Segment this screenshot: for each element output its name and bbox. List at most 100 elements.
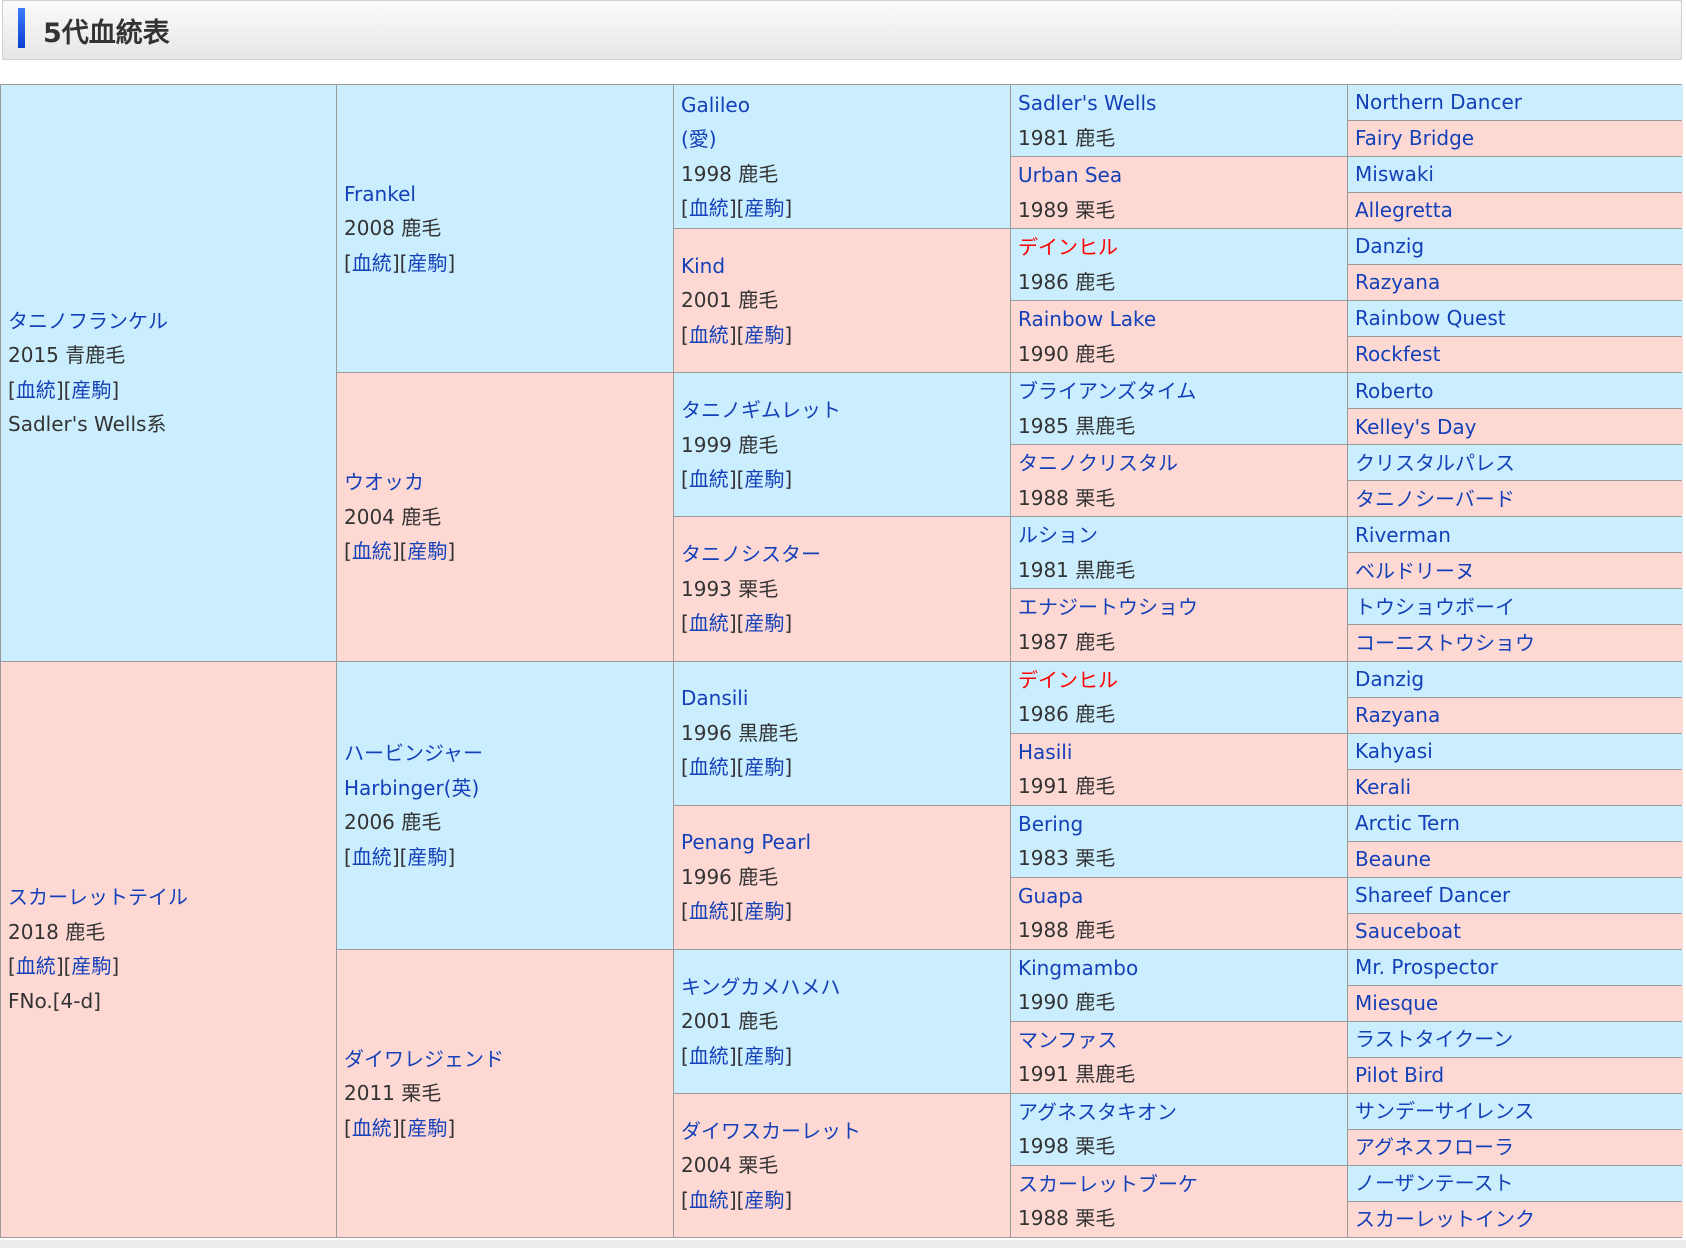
horse-name-link[interactable]: タニノフランケル — [8, 308, 168, 333]
pedigree-link[interactable]: 血統 — [688, 899, 729, 924]
birth-year-coat: 1983 栗毛 — [1018, 846, 1116, 871]
horse-name-link[interactable]: Razyana — [1355, 270, 1441, 295]
horse-subname[interactable]: Harbinger(英) — [344, 775, 480, 800]
horse-name-link[interactable]: エナジートウショウ — [1018, 595, 1198, 620]
pedigree-link[interactable]: 血統 — [351, 1115, 392, 1140]
horse-name-link[interactable]: Galileo — [681, 92, 750, 117]
horse-name-link[interactable]: Allegretta — [1355, 198, 1453, 223]
pedigree-link[interactable]: 血統 — [351, 539, 392, 564]
gen4-ancestor-cell: Rainbow Lake 1990 鹿毛 — [1011, 301, 1347, 373]
horse-name-link[interactable]: Rockfest — [1355, 342, 1441, 367]
pedigree-link[interactable]: 血統 — [688, 1187, 729, 1212]
horse-name-link[interactable]: Miesque — [1355, 991, 1439, 1016]
progeny-link[interactable]: 産駒 — [744, 1187, 785, 1212]
horse-name-link[interactable]: スカーレットテイル — [8, 885, 188, 910]
gen3-ancestor-cell: キングカメハメハ 2001 鹿毛 [血統][産駒] — [674, 949, 1010, 1093]
progeny-link[interactable]: 産駒 — [744, 755, 785, 780]
horse-name-link[interactable]: タニノシスター — [681, 542, 821, 567]
horse-name-link[interactable]: Rainbow Lake — [1018, 307, 1157, 332]
horse-name-link[interactable]: Roberto — [1355, 378, 1434, 403]
pedigree-link[interactable]: 血統 — [351, 844, 392, 869]
progeny-link[interactable]: 産駒 — [744, 322, 785, 347]
horse-name-link[interactable]: キングカメハメハ — [681, 974, 841, 999]
horse-name-link[interactable]: アグネスタキオン — [1018, 1099, 1177, 1124]
horse-name-link[interactable]: ダイワスカーレット — [681, 1118, 861, 1143]
horse-name-link[interactable]: ノーザンテースト — [1355, 1171, 1514, 1196]
horse-name-link[interactable]: サンデーサイレンス — [1355, 1099, 1535, 1124]
horse-name-link[interactable]: デインヒル — [1018, 235, 1118, 260]
pedigree-link[interactable]: 血統 — [688, 611, 729, 636]
horse-name-link[interactable]: Arctic Tern — [1355, 810, 1460, 835]
horse-name-link[interactable]: ブライアンズタイム — [1018, 379, 1197, 404]
horse-name-link[interactable]: クリスタルパレス — [1355, 450, 1515, 475]
horse-name-link[interactable]: Hasili — [1018, 739, 1073, 764]
gen5-ancestor-cell: Rainbow Quest — [1348, 301, 1683, 337]
horse-name-link[interactable]: Bering — [1018, 811, 1084, 836]
horse-name-link[interactable]: Shareef Dancer — [1355, 882, 1511, 907]
pedigree-link[interactable]: 血統 — [688, 467, 729, 492]
pedigree-link[interactable]: 血統 — [688, 1043, 729, 1068]
horse-name-link[interactable]: スカーレットブーケ — [1018, 1171, 1198, 1196]
horse-name-link[interactable]: Kerali — [1355, 774, 1412, 799]
horse-name-link[interactable]: ハービンジャー — [344, 741, 483, 766]
horse-name-link[interactable]: マンファス — [1018, 1027, 1118, 1052]
horse-name-link[interactable]: Penang Pearl — [681, 830, 811, 855]
progeny-link[interactable]: 産駒 — [744, 196, 785, 221]
pedigree-link[interactable]: 血統 — [15, 954, 56, 979]
progeny-link[interactable]: 産駒 — [71, 954, 112, 979]
progeny-link[interactable]: 産駒 — [407, 1115, 448, 1140]
birth-year-coat: 2008 鹿毛 — [344, 216, 442, 241]
horse-name-link[interactable]: ルション — [1018, 523, 1098, 548]
horse-name-link[interactable]: Kingmambo — [1018, 955, 1139, 980]
horse-name-link[interactable]: ダイワレジェンド — [344, 1046, 504, 1071]
horse-name-link[interactable]: Danzig — [1355, 666, 1425, 691]
horse-name-link[interactable]: Miswaki — [1355, 162, 1434, 187]
horse-name-link[interactable]: Sauceboat — [1355, 918, 1461, 943]
pedigree-link[interactable]: 血統 — [351, 250, 392, 275]
progeny-link[interactable]: 産駒 — [407, 539, 448, 564]
links-row: [血統][産駒] — [681, 611, 793, 636]
horse-name-link[interactable]: Fairy Bridge — [1355, 126, 1475, 151]
horse-name-link[interactable]: ラストタイクーン — [1355, 1027, 1514, 1052]
horse-name-link[interactable]: Sadler's Wells — [1018, 91, 1157, 116]
horse-name-link[interactable]: Mr. Prospector — [1355, 955, 1498, 980]
progeny-link[interactable]: 産駒 — [407, 844, 448, 869]
progeny-link[interactable]: 産駒 — [744, 899, 785, 924]
horse-name-link[interactable]: Urban Sea — [1018, 163, 1123, 188]
horse-name-link[interactable]: ウオッカ — [344, 470, 424, 495]
horse-name-link[interactable]: Beaune — [1355, 846, 1431, 871]
progeny-link[interactable]: 産駒 — [407, 250, 448, 275]
horse-name-link[interactable]: Razyana — [1355, 702, 1441, 727]
horse-name-link[interactable]: Kind — [681, 253, 726, 278]
horse-name-link[interactable]: コーニストウショウ — [1355, 630, 1535, 655]
horse-name-link[interactable]: タニノクリスタル — [1018, 451, 1178, 476]
horse-name-link[interactable]: Riverman — [1355, 522, 1451, 547]
progeny-link[interactable]: 産駒 — [744, 1043, 785, 1068]
horse-subname[interactable]: (愛) — [681, 127, 717, 152]
horse-name-link[interactable]: Frankel — [344, 181, 416, 206]
horse-name-link[interactable]: スカーレットインク — [1355, 1207, 1535, 1232]
pedigree-link[interactable]: 血統 — [688, 322, 729, 347]
horse-name-link[interactable]: トウショウボーイ — [1355, 594, 1515, 619]
horse-name-link[interactable]: デインヒル — [1018, 667, 1118, 692]
horse-name-link[interactable]: アグネスフローラ — [1355, 1135, 1514, 1160]
pedigree-link[interactable]: 血統 — [15, 377, 56, 402]
progeny-link[interactable]: 産駒 — [744, 611, 785, 636]
progeny-link[interactable]: 産駒 — [744, 467, 785, 492]
horse-name-link[interactable]: Rainbow Quest — [1355, 306, 1506, 331]
horse-name-link[interactable]: Dansili — [681, 686, 749, 711]
horse-name-link[interactable]: Guapa — [1018, 883, 1084, 908]
horse-name-link[interactable]: ベルドリーヌ — [1355, 558, 1475, 583]
pedigree-link[interactable]: 血統 — [688, 196, 729, 221]
gen5-ancestor-cell: Razyana — [1348, 697, 1683, 733]
horse-name-link[interactable]: Danzig — [1355, 234, 1425, 259]
gen4-ancestor-cell: Urban Sea 1989 栗毛 — [1011, 157, 1347, 229]
horse-name-link[interactable]: Kelley's Day — [1355, 414, 1477, 439]
horse-name-link[interactable]: タニノシーバード — [1355, 486, 1515, 511]
horse-name-link[interactable]: Northern Dancer — [1355, 90, 1523, 115]
horse-name-link[interactable]: Pilot Bird — [1355, 1063, 1445, 1088]
horse-name-link[interactable]: Kahyasi — [1355, 738, 1433, 763]
progeny-link[interactable]: 産駒 — [71, 377, 112, 402]
horse-name-link[interactable]: タニノギムレット — [681, 398, 841, 423]
pedigree-link[interactable]: 血統 — [688, 755, 729, 780]
